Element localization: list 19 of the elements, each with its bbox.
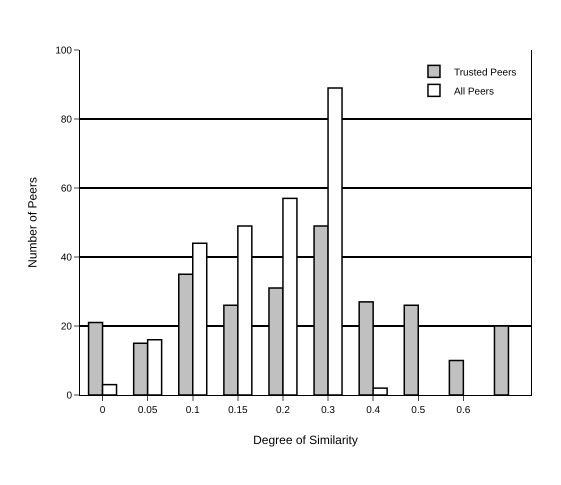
x-tick-label: 0.1 xyxy=(186,405,200,416)
x-tick-label: 0.3 xyxy=(321,405,336,416)
y-tick-label: 100 xyxy=(55,46,72,56)
y-tick-label: 40 xyxy=(60,252,72,264)
x-tick-label: 0.5 xyxy=(411,405,426,416)
legend-label: All Peers xyxy=(454,86,494,98)
y-axis-title: Number of Peers xyxy=(26,177,40,268)
x-tick-label: 0.4 xyxy=(366,405,381,416)
x-tick-label: 0.05 xyxy=(138,405,158,416)
legend-label: Trusted Peers xyxy=(454,67,516,78)
y-tick-label: 20 xyxy=(60,322,72,332)
y-tick-label: 0 xyxy=(66,390,72,402)
x-tick-label: 0.15 xyxy=(228,405,248,416)
x-tick-label: 0.6 xyxy=(456,405,471,416)
y-tick-label: 80 xyxy=(60,114,72,126)
x-tick-label: 0.2 xyxy=(276,405,290,416)
x-tick-label: 0 xyxy=(100,405,106,416)
y-tick-label: 60 xyxy=(60,184,72,194)
x-axis-title: Degree of Similarity xyxy=(253,432,358,447)
